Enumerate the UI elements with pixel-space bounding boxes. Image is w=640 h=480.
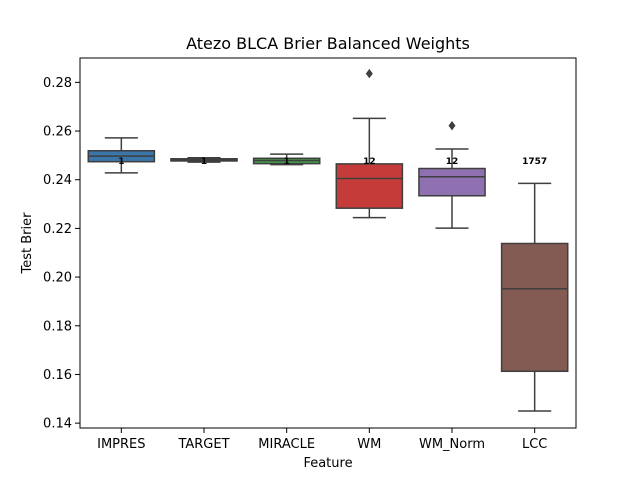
x-tick-label: LCC	[522, 437, 547, 452]
outlier-marker	[365, 68, 373, 79]
count-annotation: 1	[118, 157, 124, 167]
count-annotation: 1	[201, 157, 207, 167]
x-tick-label: MIRACLE	[258, 437, 315, 452]
box-iqr	[500, 242, 569, 373]
box-iqr	[335, 163, 404, 209]
y-tick-label: 0.18	[43, 319, 72, 334]
chart-title: Atezo BLCA Brier Balanced Weights	[186, 34, 470, 53]
count-annotation: 12	[363, 157, 376, 167]
y-tick-label: 0.26	[43, 125, 72, 140]
x-tick-label: TARGET	[177, 437, 229, 452]
y-tick-label: 0.14	[43, 417, 72, 432]
x-tick-label: WM	[357, 437, 381, 452]
box-iqr	[418, 167, 486, 197]
y-tick-label: 0.28	[43, 76, 72, 91]
y-axis-label: Test Brier	[20, 212, 35, 275]
outlier-marker	[448, 121, 456, 131]
plot-area: 0.14 0.16 0.18 0.20 0.22 0.24 0.26 0.28 IMPRES TA…	[43, 68, 569, 452]
x-axis-label: Feature	[303, 456, 352, 471]
count-annotation: 12	[446, 157, 459, 167]
y-tick-label: 0.24	[43, 173, 72, 188]
count-annotation: 1757	[522, 157, 547, 167]
y-tick-label: 0.20	[43, 271, 72, 286]
y-tick-label: 0.22	[43, 222, 72, 237]
plot-frame	[79, 57, 577, 429]
y-tick-label: 0.16	[43, 368, 72, 383]
count-annotation: 1	[284, 157, 290, 167]
x-tick-label: WM_Norm	[419, 437, 485, 452]
x-tick-label: IMPRES	[97, 437, 145, 452]
